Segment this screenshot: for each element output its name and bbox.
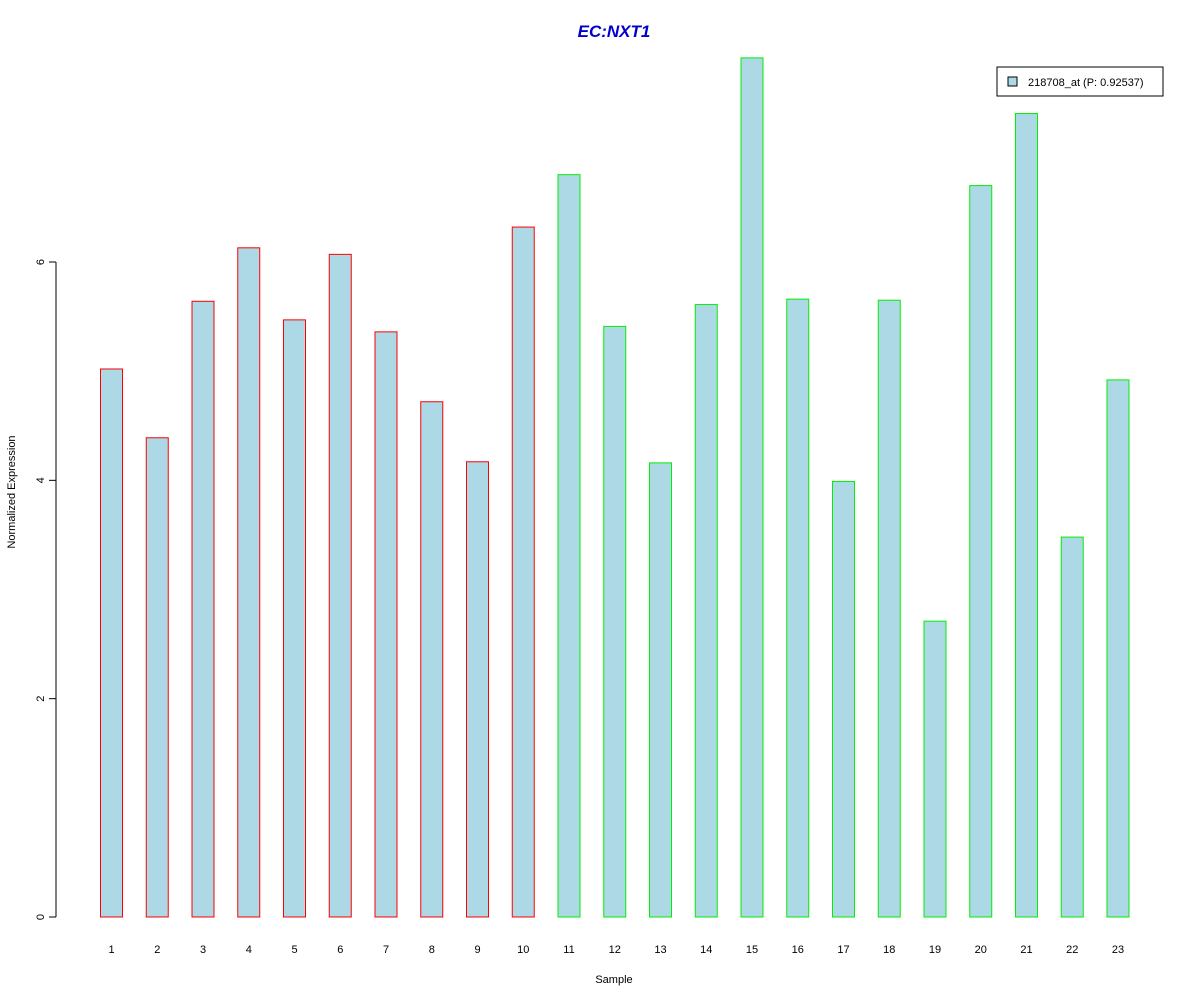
x-tick-label-3: 3 (200, 944, 206, 956)
x-tick-label-23: 23 (1112, 944, 1124, 956)
x-axis-label: Sample (595, 974, 632, 986)
x-tick-label-1: 1 (108, 944, 114, 956)
bar-5 (283, 319, 306, 918)
bar-11 (557, 174, 581, 918)
y-tick-labels: 0 2 4 6 (35, 259, 56, 920)
x-tick-label-11: 11 (563, 944, 574, 956)
x-tick-label-8: 8 (429, 944, 435, 956)
legend: 218708_at (P: 0.92537) (996, 66, 1164, 97)
x-tick-label-10: 10 (517, 944, 529, 956)
bar-3 (191, 300, 215, 918)
x-tick-label-22: 22 (1066, 944, 1078, 956)
bar-12 (603, 325, 627, 918)
x-tick-label-9: 9 (474, 944, 480, 956)
legend-box (996, 66, 1164, 97)
bar-4 (237, 247, 261, 918)
x-tick-label-6: 6 (337, 944, 343, 956)
bar-1 (100, 368, 123, 918)
bar-7 (374, 331, 398, 918)
bar-17 (832, 480, 855, 918)
x-tick-label-12: 12 (609, 944, 621, 956)
x-tick-label-5: 5 (291, 944, 297, 956)
x-tick-label-13: 13 (654, 944, 666, 956)
legend-swatch (1007, 76, 1018, 87)
chart-title: EC:NXT1 (578, 22, 651, 41)
x-tick-label-15: 15 (746, 944, 758, 956)
bar-18 (877, 299, 901, 918)
bar-21 (1015, 113, 1038, 918)
x-tick-label-17: 17 (837, 944, 849, 956)
bar-16 (786, 298, 810, 918)
bar-23 (1106, 379, 1130, 918)
y-tick-label-2: 2 (35, 696, 47, 702)
y-tick-label-6: 6 (35, 259, 47, 265)
x-tick-label-19: 19 (929, 944, 941, 956)
x-tick-label-14: 14 (700, 944, 712, 956)
y-tick-label-4: 4 (35, 477, 47, 483)
y-tick-label-0: 0 (35, 914, 47, 920)
x-tick-labels: 1 2 3 4 5 6 7 8 9 10 11 12 13 14 15 16 17 18 19 20 21 22 23 (108, 944, 1124, 956)
bar-10 (511, 226, 535, 918)
bar-14 (694, 304, 718, 918)
bar-13 (649, 462, 672, 918)
bar-8 (420, 401, 444, 918)
x-tick-label-20: 20 (975, 944, 987, 956)
bar-22 (1060, 536, 1084, 918)
x-tick-label-18: 18 (883, 944, 895, 956)
y-axis-label: Normalized Expression (6, 435, 18, 548)
x-tick-label-7: 7 (383, 944, 389, 956)
bar-19 (923, 620, 947, 918)
bar-6 (328, 253, 352, 918)
legend-label: 218708_at (P: 0.92537) (1028, 77, 1144, 89)
x-tick-label-4: 4 (246, 944, 252, 956)
bar-2 (145, 437, 169, 918)
x-tick-label-2: 2 (154, 944, 160, 956)
bar-9 (466, 461, 489, 918)
bar-15 (740, 57, 764, 918)
x-tick-label-16: 16 (792, 944, 804, 956)
bars-group (100, 57, 1130, 918)
x-tick-label-21: 21 (1020, 944, 1032, 956)
bar-20 (969, 185, 993, 918)
